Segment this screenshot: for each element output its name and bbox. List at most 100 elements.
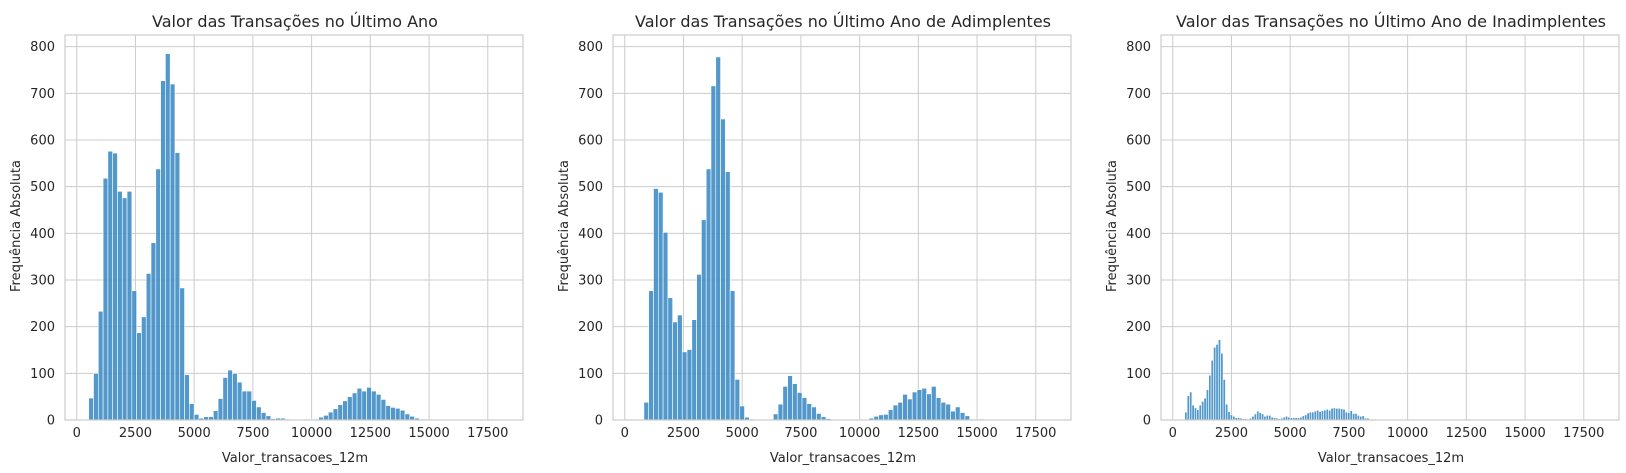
x-tick-label: 15000 (1504, 426, 1545, 441)
histogram-bar (1196, 409, 1200, 421)
histogram-bar (1361, 415, 1365, 421)
histogram-bars (1184, 339, 1387, 421)
x-tick-label: 15000 (408, 426, 449, 441)
y-axis-label: Frequência Absoluta (9, 160, 24, 292)
histogram-bar (705, 168, 712, 421)
histogram-bar (691, 319, 697, 421)
histogram-bar (1198, 404, 1202, 421)
histogram-bar (375, 394, 382, 421)
x-tick-label: 10000 (1387, 426, 1428, 441)
histogram-bar (1213, 346, 1217, 421)
histogram-bar (1205, 389, 1209, 421)
histogram-bar (1256, 410, 1260, 421)
histogram-bar (150, 242, 157, 421)
x-tick-label: 12500 (350, 426, 391, 441)
x-tick-labels: 0 2500 5000 7500 10000 12500 15000 17500 (73, 426, 509, 441)
histogram-bar (155, 168, 161, 421)
histogram-bar (323, 415, 329, 421)
histogram-bar (395, 408, 401, 421)
chart-title: Valor das Transações no Último Ano (152, 12, 438, 31)
x-tick-label: 7500 (1332, 426, 1365, 441)
histogram-bar (710, 85, 717, 421)
histogram-bar (964, 415, 971, 421)
y-tick-label: 0 (595, 414, 603, 429)
histogram-bar (236, 381, 243, 421)
histogram-bar (1337, 408, 1341, 421)
histogram-bar (734, 379, 741, 421)
x-axis-label: Valor_transacoes_12m (1318, 451, 1464, 466)
histogram-bar (1261, 413, 1265, 421)
plot-frame (612, 34, 1072, 421)
histogram-bar (811, 406, 817, 421)
histogram-bar (241, 390, 248, 421)
y-tick-label: 600 (1126, 134, 1151, 149)
histogram-bar (1323, 409, 1327, 421)
histogram-bar (729, 290, 736, 421)
histogram-bar (883, 414, 889, 421)
histogram-bar (878, 414, 884, 421)
histogram-bar (931, 386, 937, 421)
histogram-bar (1306, 412, 1310, 421)
histogram-bar (1354, 413, 1358, 421)
histogram-bar (777, 403, 784, 421)
histogram-bar (361, 390, 367, 421)
histogram-bar (136, 332, 142, 421)
histogram-bar (816, 413, 822, 421)
histogram-bar (399, 409, 406, 421)
histogram-bar (193, 414, 200, 421)
histogram-bar (145, 273, 152, 421)
histogram-bar (342, 400, 348, 421)
histogram-bar (1220, 352, 1224, 421)
histogram-bar (677, 314, 683, 421)
histogram-bar (1347, 412, 1351, 421)
histogram-bar (232, 373, 238, 421)
y-tick-label: 200 (1126, 320, 1151, 335)
gridlines (1161, 35, 1619, 421)
y-tick-label: 300 (1126, 274, 1151, 289)
y-tick-label: 400 (30, 227, 55, 242)
histogram-bar (189, 403, 195, 421)
chart-panel-adimplentes: Valor das Transações no Último Ano de Ad… (557, 12, 1072, 466)
histogram-bar (1229, 414, 1233, 421)
histogram-bar (720, 118, 726, 421)
histogram-bar (1265, 415, 1269, 421)
histogram-bar (246, 390, 252, 421)
histogram-bars (88, 53, 435, 421)
histogram-bar (792, 383, 798, 421)
histogram-bar (1208, 374, 1212, 421)
histogram-bar (1184, 411, 1188, 421)
histogram-bar (260, 412, 267, 421)
histogram-bar (141, 316, 147, 421)
histogram-bar (351, 392, 358, 421)
histogram-bar (1186, 395, 1190, 421)
histogram-bar (1268, 415, 1272, 421)
y-tick-labels: 0 100 200 300 400 500 600 700 800 (578, 40, 603, 428)
histogram-bar (653, 188, 659, 421)
histogram-bar (902, 394, 908, 421)
y-axis-label: Frequência Absoluta (557, 160, 572, 292)
histogram-bar (1325, 408, 1329, 421)
x-tick-label: 10000 (291, 426, 332, 441)
histogram-bar (672, 321, 678, 421)
x-tick-label: 5000 (1274, 426, 1307, 441)
histogram-bar (887, 409, 894, 421)
histogram-bar (174, 152, 181, 421)
histogram-bar (112, 152, 118, 421)
y-tick-label: 200 (578, 320, 603, 335)
y-tick-label: 700 (1126, 87, 1151, 102)
histogram-bar (380, 399, 387, 421)
y-tick-labels: 0 100 200 300 400 500 600 700 800 (30, 40, 55, 428)
y-tick-label: 800 (1126, 40, 1151, 55)
histogram-bar (648, 290, 654, 421)
histogram-bar (782, 386, 788, 421)
histogram-bar (1191, 404, 1195, 421)
histogram-bar (935, 397, 942, 421)
histogram-bar (662, 232, 669, 421)
y-tick-label: 400 (578, 227, 603, 242)
y-tick-label: 300 (578, 274, 603, 289)
chart-panel-inadimplentes: Valor das Transações no Último Ano de In… (1105, 12, 1620, 466)
y-tick-label: 600 (30, 134, 55, 149)
y-axis-label: Frequência Absoluta (1105, 160, 1120, 292)
y-tick-label: 500 (578, 180, 603, 195)
histogram-bar (169, 83, 176, 421)
